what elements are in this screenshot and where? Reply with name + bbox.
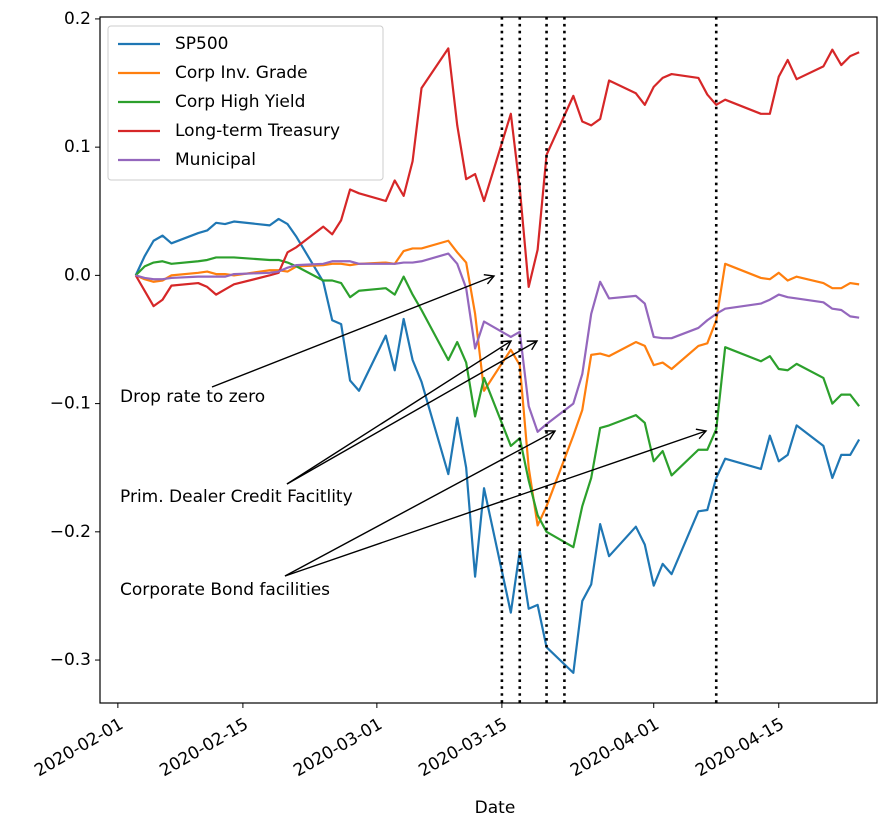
legend: SP500 Corp Inv. Grade Corp High Yield Long-… bbox=[107, 25, 384, 181]
y-tick-label: −0.3 bbox=[50, 650, 91, 670]
legend-label: Municipal bbox=[175, 150, 256, 170]
series-line bbox=[135, 239, 860, 527]
series-line bbox=[134, 256, 861, 549]
y-tick-label: 0.2 bbox=[64, 9, 91, 29]
arrow bbox=[286, 340, 513, 485]
arrow bbox=[284, 430, 557, 577]
x-axis-label: Date bbox=[475, 798, 516, 818]
x-tick-label: 2020-04-15 bbox=[692, 714, 788, 781]
annotation: Drop rate to zero bbox=[120, 387, 265, 407]
x-tick-label: 2020-03-15 bbox=[415, 714, 511, 781]
x-tick-label: 2020-04-01 bbox=[567, 714, 663, 781]
legend-label: Corp High Yield bbox=[175, 92, 305, 112]
series-line bbox=[135, 252, 860, 433]
legend-label: Long-term Treasury bbox=[175, 121, 340, 141]
series-line bbox=[134, 217, 861, 674]
arrow bbox=[286, 340, 539, 485]
plot-frame bbox=[99, 16, 878, 704]
legend-label: SP500 bbox=[175, 34, 229, 54]
y-tick-label: −0.1 bbox=[50, 394, 91, 414]
annotation: Prim. Dealer Credit Facitlity bbox=[120, 487, 353, 507]
legend-label: Corp Inv. Grade bbox=[175, 63, 308, 83]
y-tick-label: 0.0 bbox=[64, 265, 91, 285]
y-tick-label: −0.2 bbox=[50, 522, 91, 542]
annotation: Corporate Bond facilities bbox=[120, 580, 330, 600]
x-tick-label: 2020-03-01 bbox=[290, 714, 386, 781]
x-tick-label: 2020-02-15 bbox=[156, 714, 252, 781]
y-tick-label: 0.1 bbox=[64, 137, 91, 157]
arrow bbox=[284, 428, 708, 577]
series-line bbox=[134, 47, 860, 308]
x-tick-label: 2020-02-01 bbox=[31, 714, 127, 781]
annotation-arrows bbox=[211, 273, 708, 577]
legend-box bbox=[107, 25, 384, 181]
arrow bbox=[211, 273, 496, 388]
